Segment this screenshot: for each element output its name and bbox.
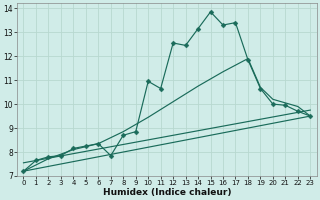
X-axis label: Humidex (Indice chaleur): Humidex (Indice chaleur) (103, 188, 231, 197)
